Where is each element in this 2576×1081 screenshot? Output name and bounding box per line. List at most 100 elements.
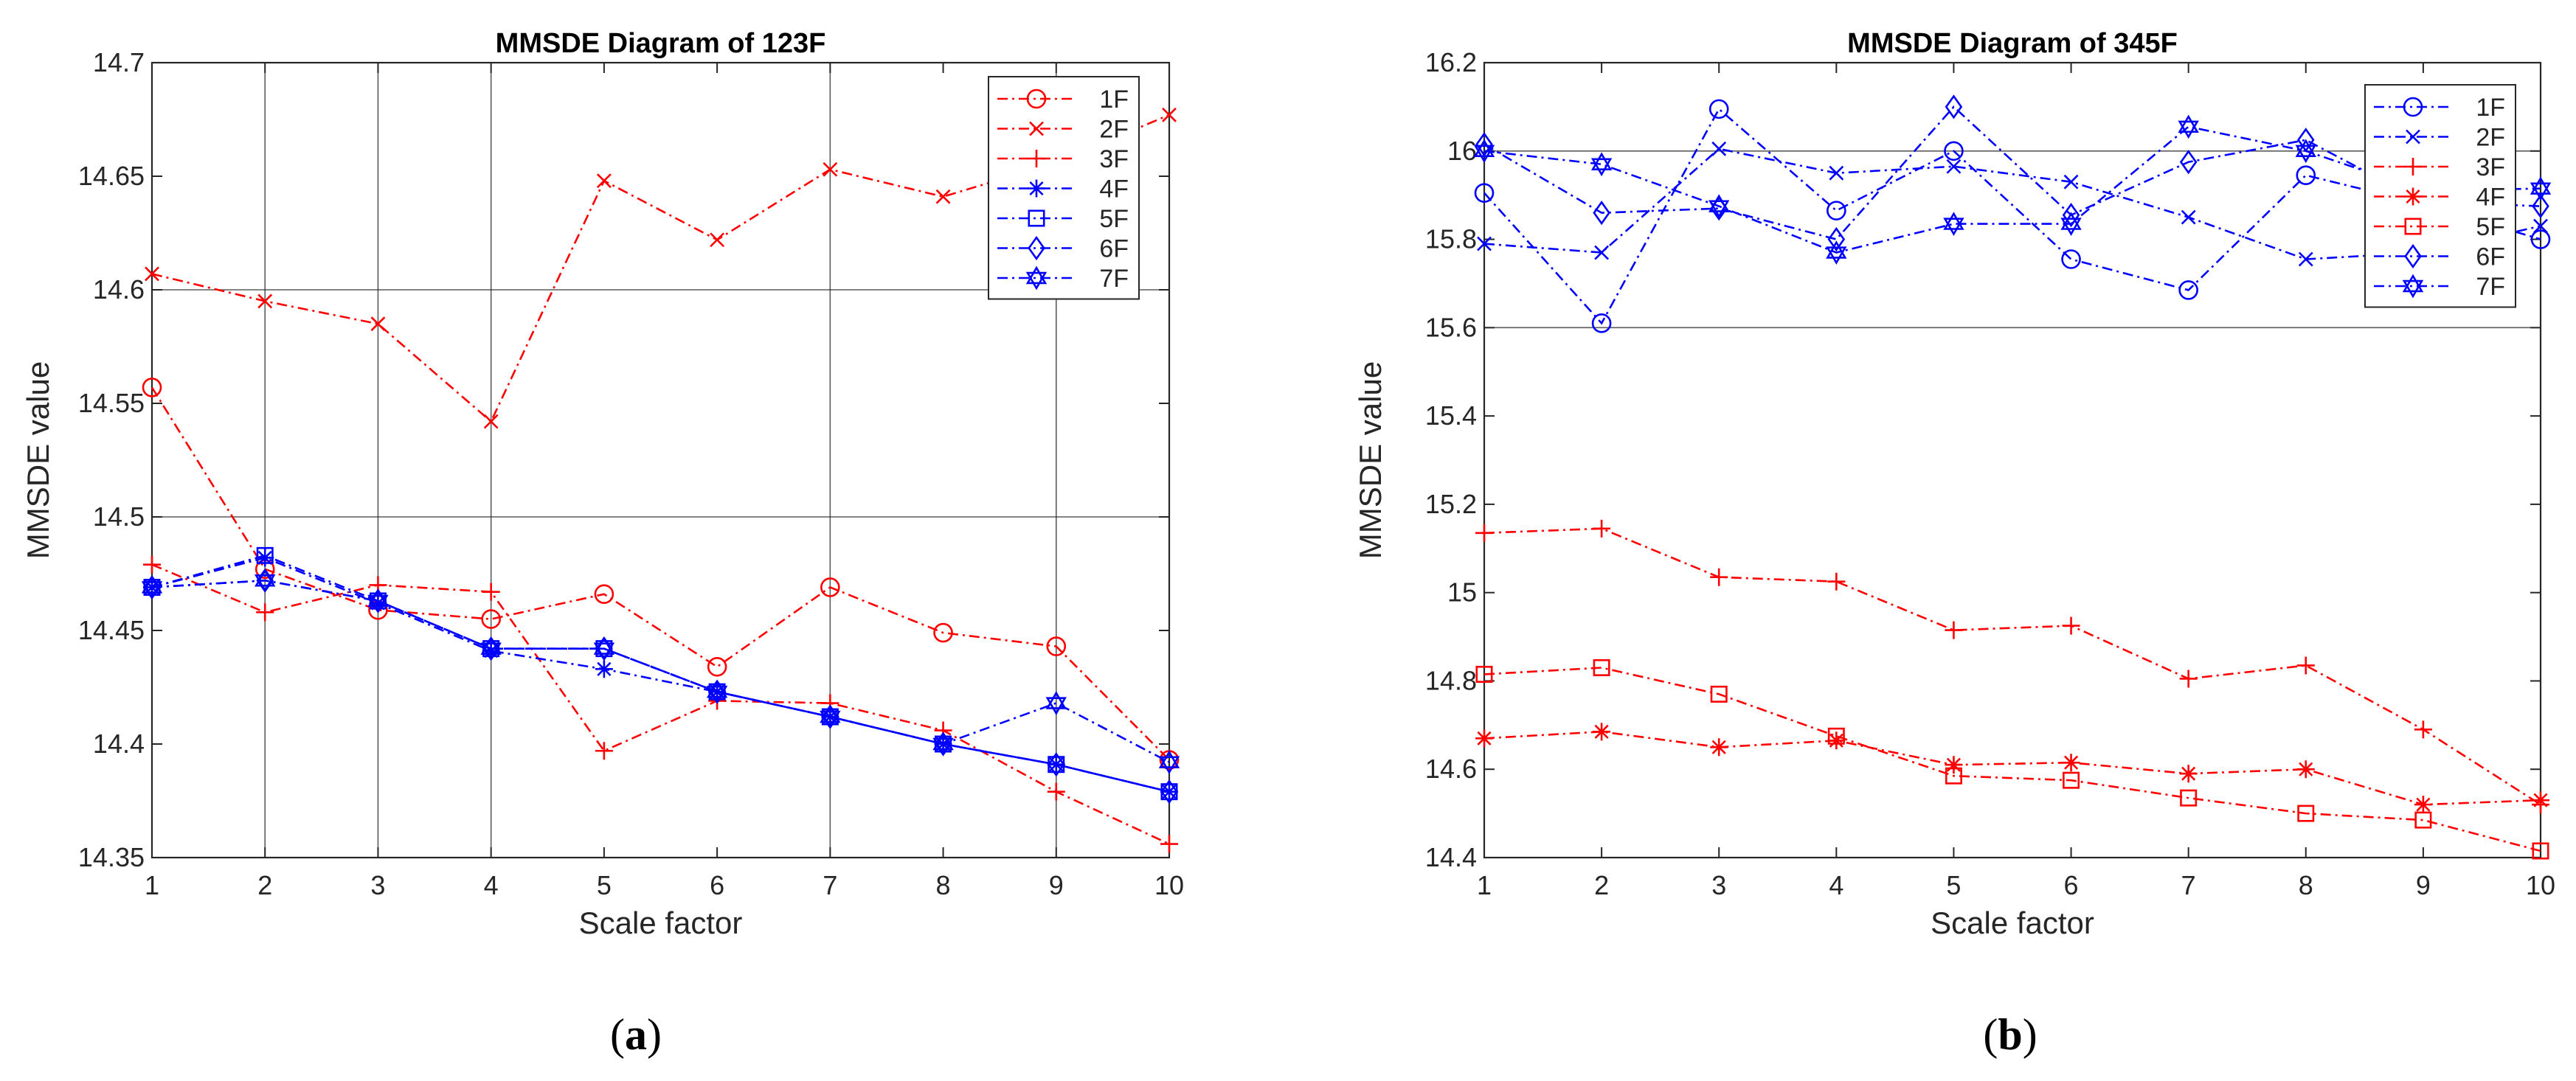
x-tick-label: 6	[710, 870, 724, 900]
panel-label-a-close: )	[647, 1010, 662, 1059]
series-line	[1483, 731, 2541, 806]
data-point	[256, 549, 274, 567]
data-point	[706, 679, 728, 704]
y-tick-label: 15.6	[1425, 312, 1477, 342]
data-point	[2298, 251, 2313, 267]
data-point	[1474, 139, 1495, 164]
data-point	[1710, 685, 1728, 703]
data-point	[820, 577, 840, 597]
data-point	[1708, 194, 1730, 219]
data-point	[1160, 782, 1178, 801]
series-line	[1483, 667, 2541, 852]
legend-label: 5F	[2476, 213, 2505, 241]
legend-marker	[1026, 88, 1047, 109]
y-tick-label: 16.2	[1425, 47, 1477, 77]
legend-item: 2F	[2374, 124, 2505, 152]
data-point	[2532, 842, 2549, 860]
data-point	[256, 603, 274, 622]
data-point	[1593, 723, 1611, 741]
chart-345f: 1 2 3 4 5 6 7 8 9 10 14.4 14.6 14.8 15 15.2 15.4 15.6 15.…	[1353, 28, 2555, 940]
legend-label: 7F	[2476, 273, 2505, 301]
x-tick-label: 8	[2299, 870, 2313, 900]
x-axis: 1 2 3 4 5 6 7 8 9 10	[1477, 63, 2555, 900]
x-tick-label: 10	[1154, 870, 1184, 900]
legend-label: 6F	[2476, 243, 2505, 271]
legend-item: 3F	[2374, 153, 2505, 181]
series-line	[151, 563, 1170, 845]
x-tick-label: 6	[2064, 870, 2079, 900]
series-line	[1483, 107, 2541, 325]
data-point	[1827, 731, 1846, 750]
y-axis-label: MMSDE value	[1353, 361, 1388, 559]
legend-label: 4F	[1099, 175, 1129, 204]
data-point	[1475, 729, 1493, 748]
data-point	[2530, 229, 2551, 249]
series-4f	[1475, 723, 2549, 814]
data-point	[2532, 791, 2549, 810]
data-point	[1047, 782, 1065, 801]
x-axis: 1 2 3 4 5 6 7 8 9 10	[145, 63, 1184, 900]
data-point	[145, 266, 159, 282]
data-point	[1590, 152, 1613, 177]
legend-item: 1F	[2374, 94, 2505, 122]
data-point	[142, 378, 162, 397]
legend-marker	[1028, 179, 1045, 198]
x-tick-label: 4	[1829, 870, 1843, 900]
y-tick-label: 14.65	[78, 161, 145, 191]
data-point	[710, 232, 725, 248]
y-tick-label: 14.6	[1425, 754, 1477, 784]
y-tick-label: 15.8	[1425, 224, 1477, 254]
data-point	[1475, 665, 1493, 683]
y-tick-label: 16	[1447, 136, 1477, 166]
panel-label-b-close: )	[2023, 1010, 2037, 1059]
x-tick-label: 2	[1594, 870, 1609, 900]
series-line	[151, 114, 1170, 423]
data-point	[480, 636, 502, 661]
series-1f	[142, 378, 1180, 770]
legend-item: 6F	[2374, 243, 2505, 271]
y-tick-label: 15	[1447, 577, 1477, 608]
data-point	[2414, 811, 2432, 829]
data-point	[1047, 752, 1065, 777]
series-line	[1483, 527, 2541, 806]
series-4f	[143, 549, 1178, 801]
panel-label-b-letter: b	[1998, 1010, 2022, 1059]
data-point	[1829, 165, 1844, 181]
legend-label: 1F	[1099, 86, 1129, 114]
data-point	[1474, 183, 1495, 203]
data-point	[2296, 165, 2316, 186]
data-point	[2062, 754, 2080, 772]
series-2f	[145, 107, 1177, 429]
plot-area	[150, 61, 1171, 859]
data-point	[1158, 750, 1180, 775]
y-tick-label: 14.35	[78, 842, 145, 872]
data-point	[1827, 226, 1846, 252]
data-point	[2532, 193, 2549, 219]
data-point	[142, 575, 163, 599]
series-3f	[1475, 519, 2549, 814]
legend-marker	[2404, 218, 2422, 235]
data-point	[2179, 670, 2198, 688]
series-5f	[1475, 658, 2549, 860]
legend-item: 2F	[997, 116, 1129, 144]
legend-marker	[2403, 97, 2423, 117]
chart-title: MMSDE Diagram of 123F	[496, 28, 826, 59]
data-point	[594, 584, 614, 605]
data-point	[1826, 240, 1847, 265]
data-point	[370, 316, 386, 332]
data-point	[1594, 245, 1610, 260]
x-tick-label: 1	[145, 870, 159, 900]
legend-label: 3F	[2476, 153, 2505, 181]
data-point	[2060, 212, 2082, 236]
data-point	[2296, 760, 2315, 779]
x-tick-label: 7	[823, 870, 837, 900]
data-point	[1944, 141, 1964, 161]
legend-item: 7F	[997, 265, 1129, 293]
data-point	[823, 161, 838, 177]
series-line	[1483, 105, 2541, 241]
data-point	[596, 173, 612, 189]
data-point	[2062, 202, 2080, 228]
y-tick-label: 15.2	[1425, 489, 1477, 519]
legend-item: 4F	[2374, 184, 2505, 212]
